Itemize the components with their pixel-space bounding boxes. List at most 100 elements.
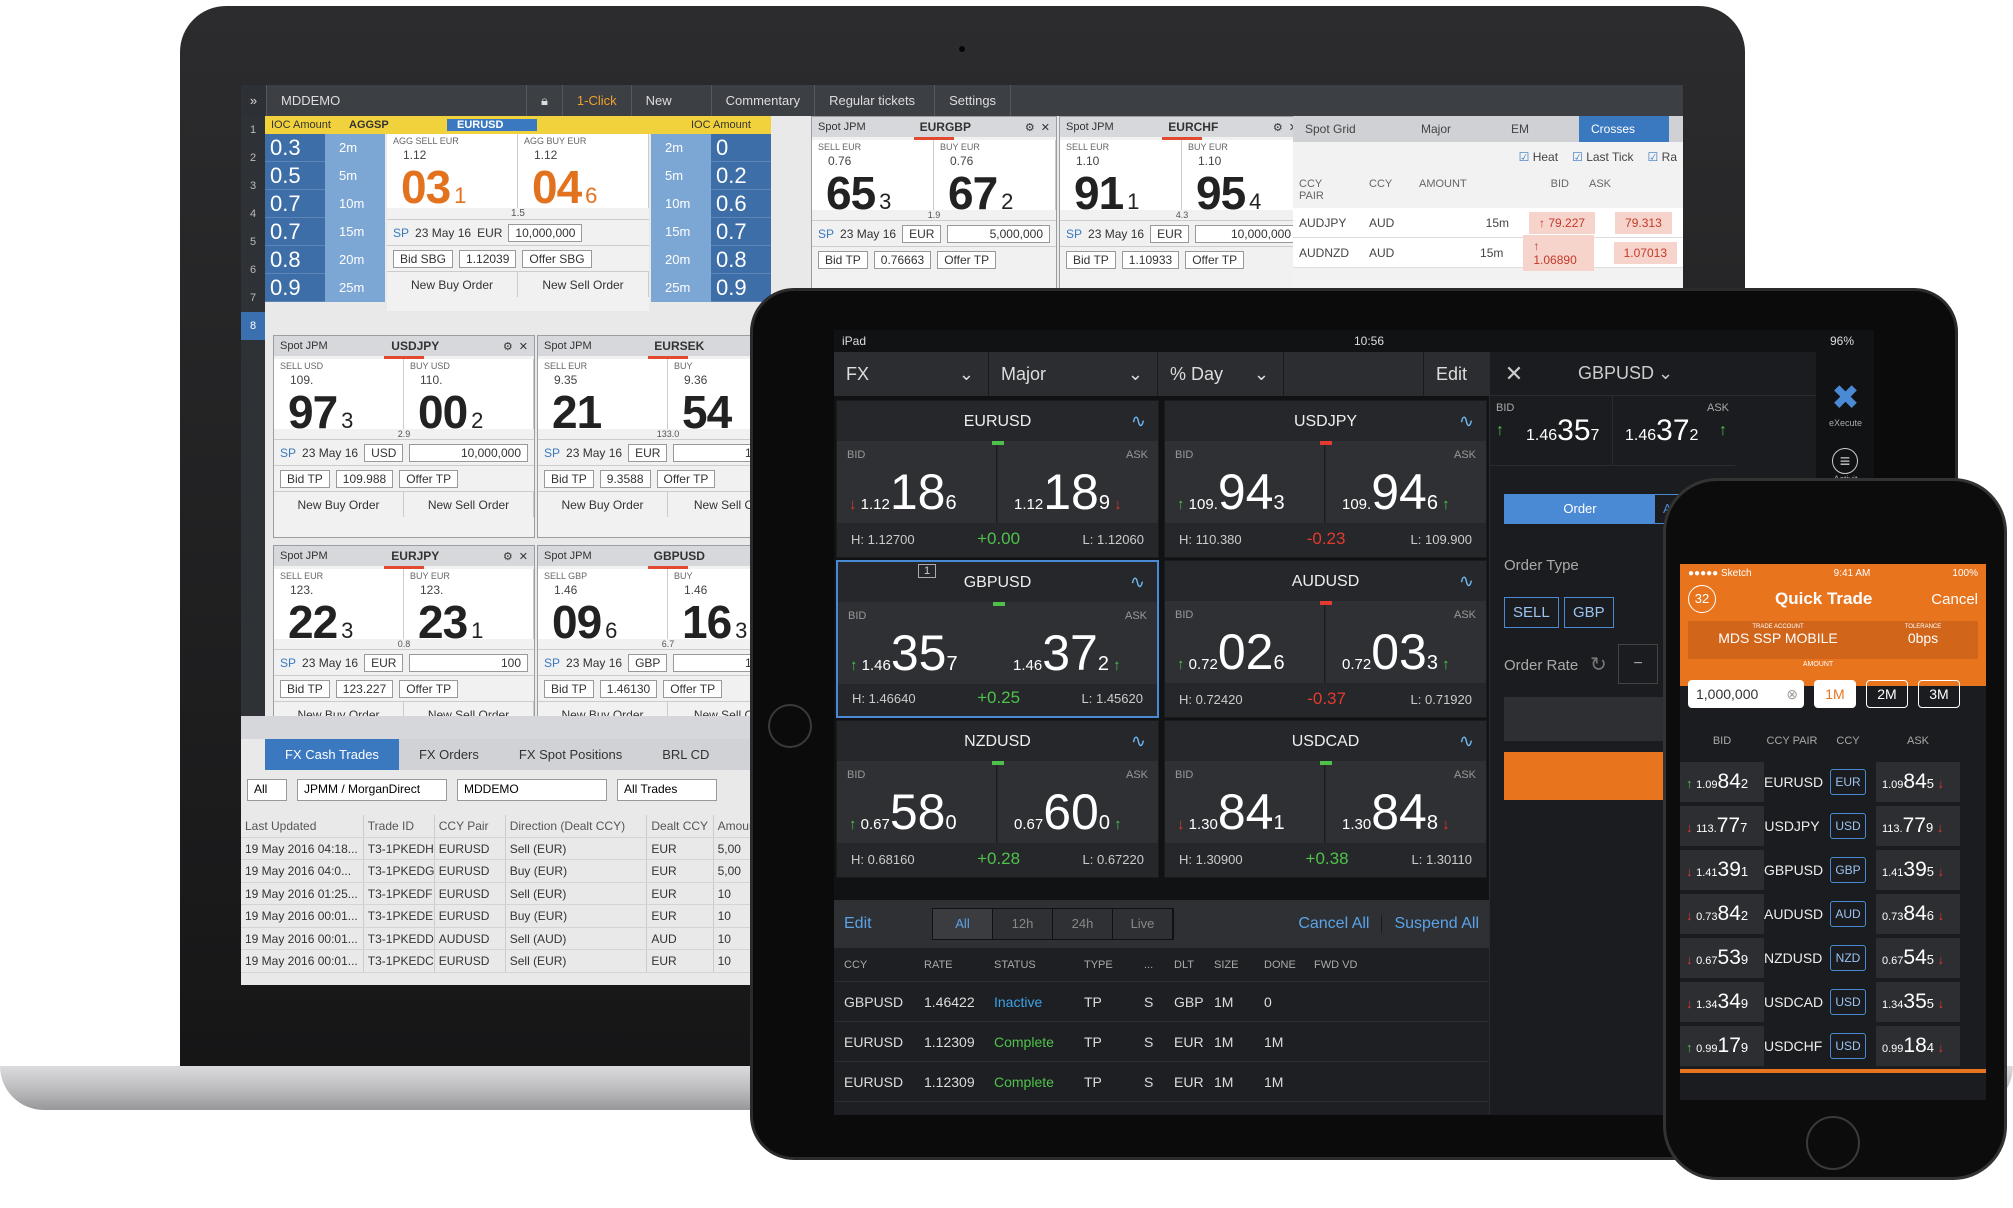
bid-button[interactable]: Bid TP bbox=[818, 250, 868, 269]
ask-cell[interactable]: 79.313 bbox=[1615, 211, 1672, 234]
row-number[interactable]: 8 bbox=[241, 312, 265, 340]
ask-button[interactable]: ASK 1.30848 ↓ bbox=[1326, 761, 1486, 843]
pair-title[interactable]: EURSEK bbox=[654, 339, 705, 353]
col-header[interactable]: TYPE bbox=[1084, 958, 1113, 971]
col-header[interactable]: Trade ID bbox=[364, 815, 435, 837]
pair-title[interactable]: NZDUSD bbox=[964, 733, 1031, 750]
amount-input[interactable]: 5,000,000 bbox=[947, 224, 1050, 243]
edit-button[interactable]: Edit bbox=[1436, 364, 1468, 384]
agg-cell[interactable]: 5m bbox=[339, 168, 358, 183]
col-header[interactable]: STATUS bbox=[994, 958, 1036, 971]
tab-em[interactable]: EM bbox=[1511, 122, 1529, 136]
ccy-toggle[interactable]: NZD bbox=[1830, 945, 1866, 971]
ccy-toggle[interactable]: USD bbox=[1830, 989, 1866, 1015]
gear-icon[interactable]: ⚙ bbox=[1272, 121, 1283, 134]
offer-button[interactable]: Offer TP bbox=[937, 250, 997, 269]
ccy-select[interactable]: EUR bbox=[628, 443, 668, 462]
ask-button[interactable]: 1.34355 ↓ bbox=[1876, 982, 1960, 1022]
last-tick-checkbox[interactable]: ☑ Last Tick bbox=[1572, 150, 1634, 164]
bid-cell[interactable]: ↑ 79.227 bbox=[1529, 211, 1596, 234]
bid-cell[interactable]: ↑ 1.06890 bbox=[1523, 234, 1594, 271]
chart-icon[interactable]: ∿ bbox=[1130, 731, 1146, 751]
ccy-select[interactable]: EUR bbox=[902, 224, 942, 243]
value-date[interactable]: 23 May 16 bbox=[302, 655, 359, 670]
table-row[interactable]: 19 May 2016 04:18... T3-1PKEDH EURUSD Sell … bbox=[241, 837, 762, 860]
close-icon[interactable]: ✕ bbox=[518, 550, 528, 563]
spot-grid-row[interactable]: AUDNZD AUD 15m ↑ 1.06890 1.07013 bbox=[1293, 234, 1683, 271]
tab-crosses[interactable]: Crosses bbox=[1579, 116, 1669, 142]
buy-price[interactable]: BUY EUR 0.76 67 2 bbox=[934, 140, 1056, 219]
gear-icon[interactable]: ⚙ bbox=[502, 340, 513, 353]
bottom-tab[interactable]: BRL CD bbox=[662, 747, 710, 762]
cancel-all-button[interactable]: Cancel All bbox=[1286, 915, 1383, 933]
pair-title[interactable]: AUDUSD bbox=[1291, 573, 1360, 590]
ccy-select[interactable]: EUR bbox=[477, 225, 503, 240]
bottom-tab[interactable]: FX Spot Positions bbox=[518, 747, 623, 762]
tab-major[interactable]: Major bbox=[1421, 122, 1452, 136]
col-header[interactable]: Last Updated bbox=[241, 815, 364, 837]
agg-cell[interactable]: 0 bbox=[711, 134, 771, 162]
offer-button[interactable]: Offer TP bbox=[663, 679, 723, 698]
order-row[interactable]: EURUSD 1.12309 Complete TP S EUR 1M 1M bbox=[834, 1022, 1489, 1062]
amount-input[interactable]: 100 bbox=[409, 653, 528, 672]
sell-price[interactable]: SELL EUR 123. 22 3 bbox=[274, 569, 404, 648]
sell-price[interactable]: SELL EUR 0.76 65 3 bbox=[812, 140, 934, 219]
pair-title[interactable]: EURCHF bbox=[1168, 120, 1219, 134]
new-sell-order-button[interactable]: New Sell Order bbox=[404, 492, 534, 517]
col-header[interactable]: CCY Pair bbox=[435, 815, 506, 837]
ccy-toggle[interactable]: AUD bbox=[1830, 901, 1866, 927]
time-filter-option[interactable]: 12h bbox=[993, 909, 1053, 939]
agg-cell[interactable]: 25m bbox=[339, 280, 365, 295]
ccy-select[interactable]: EUR bbox=[1150, 224, 1190, 243]
bid-button[interactable]: BID ↑ 1.46357 bbox=[838, 602, 998, 684]
row-number[interactable]: 6 bbox=[249, 264, 257, 276]
settings-button[interactable]: Settings bbox=[935, 85, 1012, 116]
sell-price[interactable]: SELL GBP 1.46 09 6 bbox=[538, 569, 668, 648]
col-header[interactable]: DLT bbox=[1174, 958, 1194, 971]
time-filter-option[interactable]: Live bbox=[1113, 909, 1173, 939]
agg-cell[interactable]: 25m bbox=[665, 280, 691, 295]
close-icon[interactable]: ✕ bbox=[518, 340, 528, 353]
table-row[interactable]: 19 May 2016 01:25... T3-1PKEDF EURUSD Sell … bbox=[241, 882, 762, 905]
col-header[interactable]: RATE bbox=[924, 958, 953, 971]
agg-cell[interactable]: 0.7 bbox=[265, 218, 325, 246]
agg-right-values[interactable]: 0 0.2 0.6 0.7 0.8 0.9 bbox=[711, 134, 771, 302]
refresh-icon[interactable]: ↻ bbox=[1590, 654, 1607, 676]
agg-cell[interactable]: 0.5 bbox=[265, 162, 325, 190]
agg-cell[interactable]: 20m bbox=[665, 252, 691, 267]
ask-button[interactable]: ASK 1.12189 ↓ bbox=[998, 441, 1158, 523]
new-sell-order-button[interactable]: New Sell Order bbox=[518, 272, 649, 297]
ask-button[interactable]: 113.779 ↓ bbox=[1876, 806, 1960, 846]
sell-button[interactable]: SELL bbox=[1504, 597, 1559, 628]
value-date[interactable]: 23 May 16 bbox=[566, 655, 623, 670]
pair-title[interactable]: EURGBP bbox=[919, 120, 971, 134]
value-date[interactable]: 23 May 16 bbox=[566, 445, 623, 460]
agg-cell[interactable]: 15m bbox=[339, 224, 365, 239]
chart-icon[interactable]: ∿ bbox=[1458, 411, 1474, 431]
gear-icon[interactable]: ⚙ bbox=[502, 550, 513, 563]
rate-input[interactable]: 1.10933 bbox=[1121, 250, 1180, 269]
amount-input[interactable]: 1,000,000 ⊗ bbox=[1688, 680, 1804, 708]
pair-title[interactable]: USDJPY bbox=[1293, 413, 1358, 430]
filter-select[interactable]: All Trades bbox=[617, 779, 717, 801]
tab-order[interactable]: Order bbox=[1505, 495, 1655, 523]
sort-select[interactable]: % Day ⌄ bbox=[1158, 352, 1284, 396]
buy-price[interactable]: BUY 9.36 54 bbox=[668, 359, 798, 438]
ask-button[interactable]: 0.67545 ↓ bbox=[1876, 938, 1960, 978]
bid-button[interactable]: Bid TP bbox=[544, 679, 594, 698]
ticket-bid[interactable]: BID ↑ 1.46357 bbox=[1490, 396, 1613, 465]
bid-button[interactable]: BID ↓ 1.12186 bbox=[837, 441, 997, 523]
ask-button[interactable]: ASK 1.46372 ↑ bbox=[997, 602, 1157, 684]
new-buy-order-button[interactable]: New Buy Order bbox=[538, 492, 668, 517]
time-filter-option[interactable]: All bbox=[933, 909, 993, 939]
ask-button[interactable]: ASK 0.67600 ↑ bbox=[998, 761, 1158, 843]
agg-cell[interactable]: 0.9 bbox=[711, 274, 771, 302]
order-row[interactable]: EURUSD 1.12309 Complete TP S EUR 1M 1M bbox=[834, 1062, 1489, 1102]
ccy-select[interactable]: GBP bbox=[628, 653, 668, 672]
rate-input[interactable]: 9.3588 bbox=[599, 469, 651, 488]
row-number[interactable]: 1 bbox=[249, 124, 257, 136]
ccy-toggle[interactable]: GBP bbox=[1830, 857, 1866, 883]
col-header[interactable]: FWD VD bbox=[1314, 958, 1358, 971]
value-date[interactable]: 23 May 16 bbox=[840, 226, 897, 241]
filter-select[interactable]: All bbox=[247, 779, 287, 801]
